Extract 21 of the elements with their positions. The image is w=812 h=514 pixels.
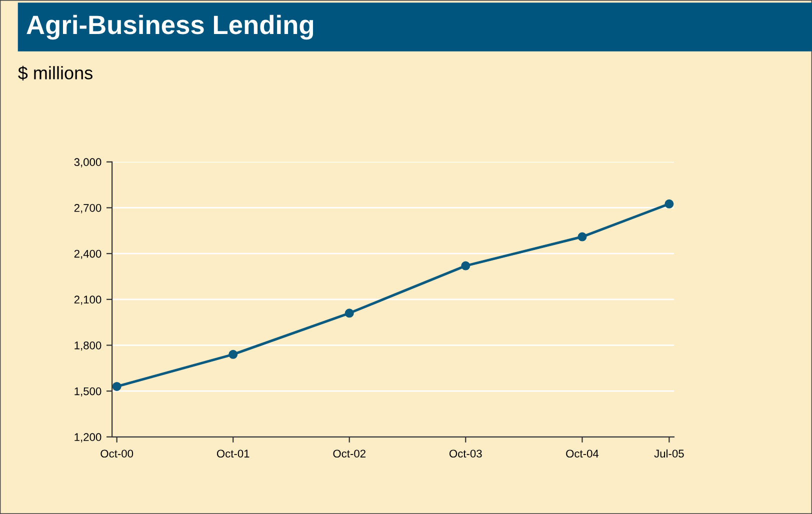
x-tick-label: Oct-00 [100,450,134,458]
x-tick-label: Oct-02 [333,450,366,458]
y-tick-label: 1,500 [74,387,102,397]
x-tick-label: Oct-01 [216,450,250,458]
point [664,199,674,208]
point [578,232,587,242]
chart-title: Agri-Business Lending [26,14,314,40]
x-tick-label: Oct-04 [566,450,599,458]
y-tick-label: 2,100 [74,296,102,305]
y-tick-label: 3,000 [74,158,102,168]
point [228,350,238,359]
y-tick-label: 2,700 [74,204,102,214]
x-tick-label: Jul-05 [654,449,684,458]
point [112,382,122,391]
y-tick-label: 1,200 [74,433,102,442]
y-tick-label: 2,400 [74,250,102,260]
chart-subtitle: $ millions [18,66,92,80]
y-tick-label: 1,800 [74,342,102,351]
x-tick-label: Oct-03 [449,450,482,458]
point [461,261,470,270]
point [344,308,354,318]
